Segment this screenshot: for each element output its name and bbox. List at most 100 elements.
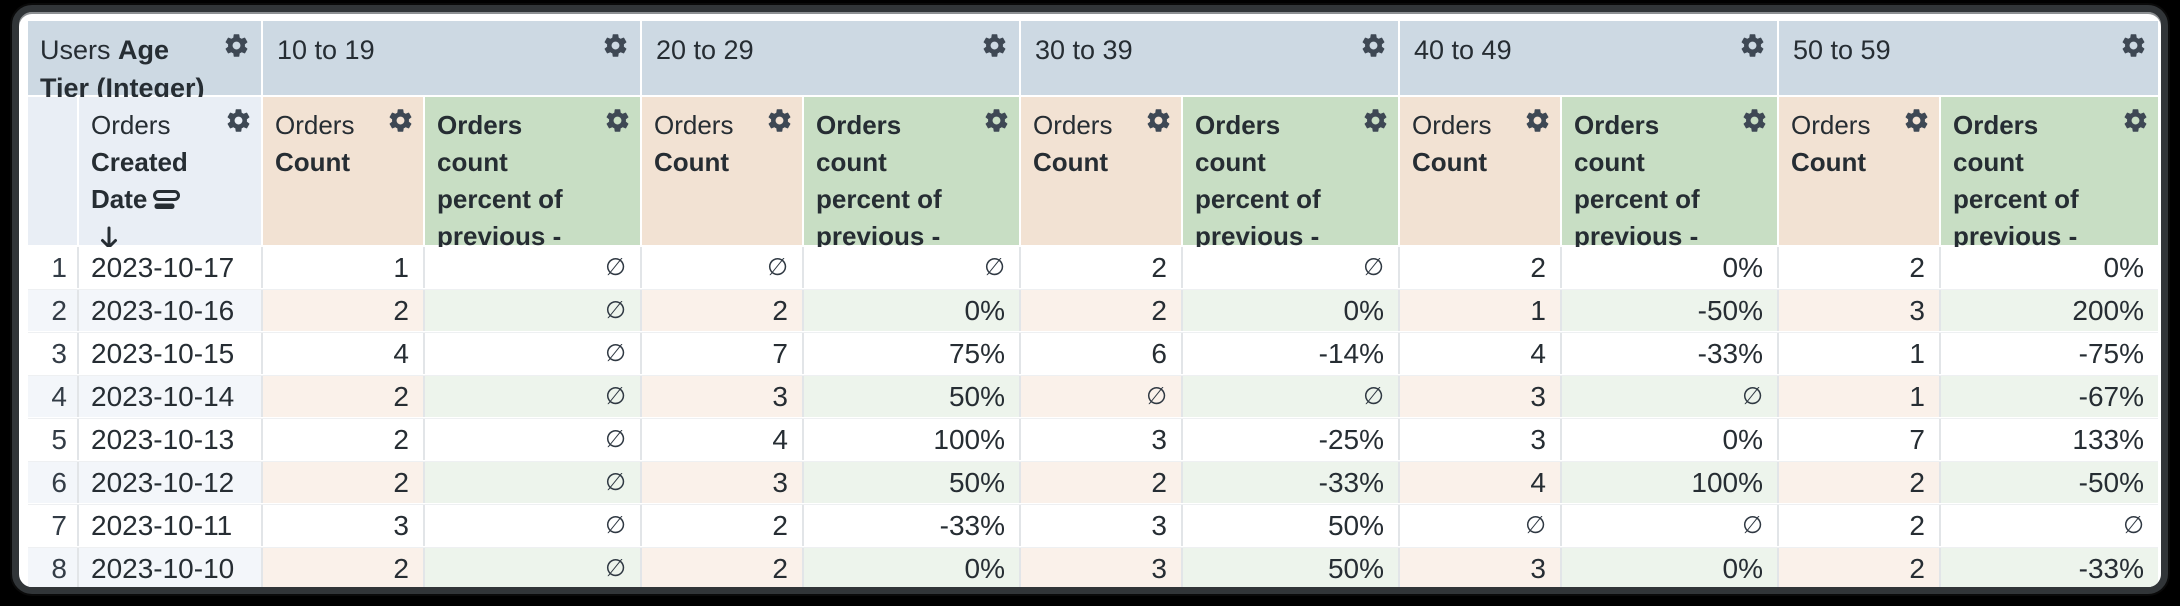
count-value[interactable]: 3 [1151, 423, 1167, 455]
date-cell[interactable]: 2023-10-17 [79, 247, 263, 288]
count-value[interactable]: 2 [1151, 294, 1167, 326]
pivot-field-header[interactable]: Users Age Tier (Integer) [28, 21, 263, 135]
percent-value[interactable]: 0% [2103, 251, 2144, 283]
count-value[interactable]: 2 [1151, 466, 1167, 498]
count-value[interactable]: 3 [772, 380, 788, 412]
measure-header-cell[interactable]: Orders Count [263, 97, 425, 247]
pivot-value-header[interactable]: 30 to 39 [1021, 21, 1400, 97]
count-value[interactable]: 3 [1909, 294, 1925, 326]
percent-value[interactable]: -67% [2078, 380, 2144, 412]
count-value[interactable]: 2 [393, 552, 409, 584]
measure-header-cell[interactable]: Orders Count [1021, 97, 1183, 247]
gear-icon[interactable] [225, 107, 252, 134]
percent-value[interactable]: 75% [948, 337, 1005, 369]
count-value[interactable]: 1 [1530, 294, 1546, 326]
count-value[interactable]: 3 [1530, 552, 1546, 584]
table-calc-header-cell[interactable]: Orders count percent of previous - acros… [804, 97, 1021, 288]
count-value[interactable]: 4 [1530, 337, 1546, 369]
percent-value[interactable]: 200% [2072, 294, 2144, 326]
date-field-header[interactable]: Orders Created Date [79, 97, 263, 249]
percent-value[interactable]: 50% [948, 466, 1005, 498]
count-value[interactable]: 2 [1909, 509, 1925, 541]
count-value[interactable]: 2 [772, 294, 788, 326]
count-value[interactable]: 2 [1909, 251, 1925, 283]
pivot-value-header[interactable]: 40 to 49 [1400, 21, 1779, 97]
count-value[interactable]: 1 [1909, 380, 1925, 412]
table-calc-header-cell[interactable]: Orders count percent of previous - acros… [425, 97, 642, 288]
pivot-value-header[interactable]: 20 to 29 [642, 21, 1021, 97]
percent-value[interactable]: -33% [1697, 337, 1763, 369]
gear-icon[interactable] [766, 107, 793, 134]
count-value[interactable]: 7 [1909, 423, 1925, 455]
pivot-value-header[interactable]: 10 to 19 [263, 21, 642, 97]
count-value[interactable]: 2 [393, 294, 409, 326]
percent-value[interactable]: 0% [1343, 294, 1384, 326]
count-value[interactable]: 3 [1151, 552, 1167, 584]
gear-icon[interactable] [1145, 107, 1172, 134]
table-calc-header-cell[interactable]: Orders count percent of previous - acros… [1562, 97, 1779, 288]
table-calc-header-cell[interactable]: Orders count percent of previous - acros… [1183, 97, 1400, 288]
count-value[interactable]: 4 [772, 423, 788, 455]
percent-value[interactable]: -25% [1318, 423, 1384, 455]
count-value[interactable]: 2 [1909, 552, 1925, 584]
count-value[interactable]: 2 [393, 380, 409, 412]
table-calc-header-cell[interactable]: Orders count percent of previous - acros… [1941, 97, 2158, 288]
count-value[interactable]: 3 [393, 509, 409, 541]
percent-value[interactable]: 100% [1691, 466, 1763, 498]
count-value[interactable]: 2 [393, 423, 409, 455]
percent-value[interactable]: -33% [1318, 466, 1384, 498]
gear-icon[interactable] [1903, 107, 1930, 134]
date-cell[interactable]: 2023-10-16 [79, 290, 263, 331]
count-value[interactable]: 3 [772, 466, 788, 498]
gear-icon[interactable] [604, 107, 631, 134]
count-value[interactable]: 3 [1151, 509, 1167, 541]
count-value[interactable]: 1 [1909, 337, 1925, 369]
count-value[interactable]: 6 [1151, 337, 1167, 369]
gear-icon[interactable] [223, 32, 250, 59]
gear-icon[interactable] [2120, 32, 2147, 59]
gear-icon[interactable] [1524, 107, 1551, 134]
measure-header-cell[interactable]: Orders Count [1779, 97, 1941, 247]
percent-value[interactable]: 0% [964, 552, 1005, 584]
measure-header-cell[interactable]: Orders Count [642, 97, 804, 247]
count-value[interactable]: 7 [772, 337, 788, 369]
count-value[interactable]: 1 [393, 251, 409, 283]
count-value[interactable]: 2 [1151, 251, 1167, 283]
date-cell[interactable]: 2023-10-15 [79, 333, 263, 374]
date-cell[interactable]: 2023-10-12 [79, 462, 263, 503]
percent-value[interactable]: 0% [1722, 423, 1763, 455]
gear-icon[interactable] [983, 107, 1010, 134]
count-value[interactable]: 4 [1530, 466, 1546, 498]
percent-value[interactable]: 0% [964, 294, 1005, 326]
percent-value[interactable]: 0% [1722, 251, 1763, 283]
percent-value[interactable]: 50% [948, 380, 1005, 412]
percent-value[interactable]: 50% [1327, 509, 1384, 541]
percent-value[interactable]: -33% [2078, 552, 2144, 584]
gear-icon[interactable] [1362, 107, 1389, 134]
count-value[interactable]: 4 [393, 337, 409, 369]
date-cell[interactable]: 2023-10-10 [79, 548, 263, 587]
gear-icon[interactable] [1739, 32, 1766, 59]
percent-value[interactable]: -50% [2078, 466, 2144, 498]
gear-icon[interactable] [387, 107, 414, 134]
count-value[interactable]: 2 [393, 466, 409, 498]
count-value[interactable]: 3 [1530, 423, 1546, 455]
percent-value[interactable]: 100% [933, 423, 1005, 455]
percent-value[interactable]: -33% [939, 509, 1005, 541]
count-value[interactable]: 2 [772, 552, 788, 584]
measure-header-cell[interactable]: Orders Count [1400, 97, 1562, 247]
percent-value[interactable]: 50% [1327, 552, 1384, 584]
gear-icon[interactable] [1360, 32, 1387, 59]
pivot-value-header[interactable]: 50 to 59 [1779, 21, 2158, 97]
count-value[interactable]: 3 [1530, 380, 1546, 412]
gear-icon[interactable] [981, 32, 1008, 59]
field-group-icon[interactable] [153, 184, 181, 221]
gear-icon[interactable] [602, 32, 629, 59]
date-cell[interactable]: 2023-10-13 [79, 419, 263, 460]
percent-value[interactable]: -14% [1318, 337, 1384, 369]
date-cell[interactable]: 2023-10-14 [79, 376, 263, 417]
date-cell[interactable]: 2023-10-11 [79, 505, 263, 546]
percent-value[interactable]: -50% [1697, 294, 1763, 326]
count-value[interactable]: 2 [772, 509, 788, 541]
percent-value[interactable]: -75% [2078, 337, 2144, 369]
